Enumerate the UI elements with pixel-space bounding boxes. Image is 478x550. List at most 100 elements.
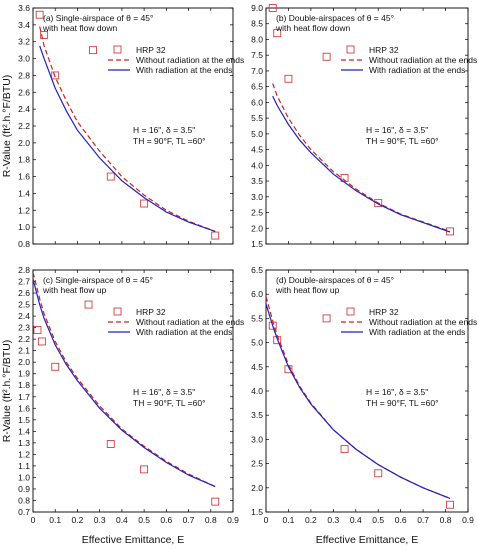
y-tick-label: 2.3 bbox=[18, 323, 30, 333]
legend-label-with-radiation: With radiation at the ends bbox=[136, 65, 232, 75]
y-tick-label: 2.4 bbox=[18, 104, 30, 114]
data-point-marker bbox=[37, 337, 46, 346]
chart-panel-3: 0.70.80.91.01.11.21.31.41.51.61.71.81.92… bbox=[1, 265, 244, 546]
x-axis-label: Effective Emittance, E bbox=[82, 534, 185, 546]
x-tick-label: 0.5 bbox=[138, 515, 150, 525]
y-tick-label: 0.8 bbox=[18, 239, 30, 249]
x-tick-label: 0.6 bbox=[160, 515, 172, 525]
panel-title: (b) Double-airspaces of θ = 45° bbox=[276, 13, 394, 23]
y-tick-label: 7.5 bbox=[251, 50, 263, 60]
y-tick-label: 2.8 bbox=[18, 70, 30, 80]
data-point-marker bbox=[33, 325, 42, 334]
panel-subtitle: with heat flow down bbox=[275, 23, 350, 33]
y-tick-label: 1.8 bbox=[18, 155, 30, 165]
data-point-marker bbox=[140, 199, 149, 208]
data-point-marker bbox=[40, 31, 49, 39]
y-tick-label: 3.6 bbox=[18, 3, 30, 13]
annotation-temperatures: TH = 90°F, TL =60° bbox=[366, 398, 438, 408]
y-tick-label: 3.5 bbox=[251, 410, 263, 420]
y-tick-label: 1.1 bbox=[18, 461, 30, 471]
y-tick-label: 0.9 bbox=[18, 484, 30, 494]
y-tick-label: 1.4 bbox=[18, 426, 30, 436]
data-point-marker bbox=[273, 29, 282, 38]
chart-panel-4: 1.5 2.0 2.5 3.0 3.5 4.0 4.5 5.0 5.5 6.0 6.5 0 0.1 0.2… bbox=[251, 265, 477, 546]
legend-label-without-radiation: Without radiation at the ends bbox=[136, 55, 244, 65]
legend-label-measured: HRP 32 bbox=[369, 307, 399, 317]
y-tick-label: 2.4 bbox=[18, 311, 30, 321]
y-tick-label: 3.5 bbox=[251, 176, 263, 186]
y-tick-label: 4.5 bbox=[251, 362, 263, 372]
y-tick-label: 1.9 bbox=[18, 369, 30, 379]
data-point-marker bbox=[84, 300, 93, 309]
y-tick-label: 1.5 bbox=[251, 507, 263, 517]
data-point-marker bbox=[340, 173, 349, 182]
annotation-dimensions: H = 16", δ = 3.5" bbox=[366, 125, 428, 135]
x-tick-label: 0.9 bbox=[462, 515, 474, 525]
y-tick-label: 8.5 bbox=[251, 19, 263, 29]
y-tick-label: 5.0 bbox=[251, 129, 263, 139]
x-tick-label: 0.8 bbox=[205, 515, 217, 525]
series-line-without-radiation bbox=[39, 26, 216, 232]
y-tick-label: 8.0 bbox=[251, 34, 263, 44]
y-tick-label: 2.6 bbox=[18, 288, 30, 298]
annotation-dimensions: H = 16", δ = 3.5" bbox=[133, 387, 195, 397]
y-tick-label: 1.0 bbox=[18, 472, 30, 482]
y-tick-label: 1.5 bbox=[18, 415, 30, 425]
y-axis-label: R-Value (ft².h.°F/BTU) bbox=[1, 340, 13, 443]
y-tick-label: 1.7 bbox=[18, 392, 30, 402]
plot-frame bbox=[265, 7, 469, 245]
legend-label-without-radiation: Without radiation at the ends bbox=[136, 317, 244, 327]
series-line-without-radiation bbox=[33, 272, 216, 488]
y-tick-label: 1.6 bbox=[18, 403, 30, 413]
legend-marker-symbol bbox=[113, 307, 122, 316]
y-tick-label: 4.0 bbox=[251, 386, 263, 396]
legend-label-measured: HRP 32 bbox=[369, 45, 399, 55]
legend-label-without-radiation: Without radiation at the ends bbox=[369, 55, 477, 65]
y-tick-label: 2.5 bbox=[18, 300, 30, 310]
y-tick-label: 2.5 bbox=[251, 459, 263, 469]
y-tick-label: 6.5 bbox=[251, 265, 263, 275]
x-tick-label: 0.2 bbox=[305, 515, 317, 525]
data-point-marker bbox=[284, 74, 293, 83]
panel-title: (a) Single-airspace of θ = 45° bbox=[43, 13, 153, 23]
y-tick-label: 2.0 bbox=[18, 138, 30, 148]
y-tick-label: 5.5 bbox=[251, 313, 263, 323]
legend-label-with-radiation: With radiation at the ends bbox=[369, 327, 465, 337]
annotation-dimensions: H = 16", δ = 3.5" bbox=[133, 125, 195, 135]
legend-label-measured: HRP 32 bbox=[136, 307, 166, 317]
data-point-marker bbox=[322, 52, 331, 61]
y-tick-label: 6.0 bbox=[251, 289, 263, 299]
data-point-marker bbox=[211, 231, 220, 240]
y-tick-label: 2.0 bbox=[251, 483, 263, 493]
y-tick-label: 5.0 bbox=[251, 338, 263, 348]
y-tick-label: 3.0 bbox=[18, 54, 30, 64]
data-point-marker bbox=[140, 465, 149, 474]
data-point-marker bbox=[106, 440, 115, 448]
data-point-marker bbox=[106, 172, 115, 181]
y-tick-label: 2.7 bbox=[18, 277, 30, 287]
data-point-marker bbox=[51, 362, 60, 371]
y-tick-label: 6.0 bbox=[251, 97, 263, 107]
y-tick-label: 1.4 bbox=[18, 188, 30, 198]
legend-marker-symbol bbox=[113, 45, 122, 54]
panel-subtitle: with heat flow down bbox=[42, 23, 117, 33]
data-point-marker bbox=[268, 4, 277, 12]
y-tick-label: 4.0 bbox=[251, 160, 263, 170]
panel-title: (c) Single-airspace of θ = 45° bbox=[43, 275, 153, 285]
data-point-marker bbox=[446, 500, 454, 509]
y-tick-label: 2.0 bbox=[251, 223, 263, 233]
y-tick-label: 2.2 bbox=[18, 334, 30, 344]
legend-marker-symbol bbox=[346, 45, 355, 54]
annotation-dimensions: H = 16", δ = 3.5" bbox=[366, 387, 428, 397]
y-axis-label: R-Value (ft².h.°F/BTU) bbox=[1, 75, 13, 178]
x-tick-label: 0.6 bbox=[395, 515, 407, 525]
y-tick-label: 2.0 bbox=[18, 357, 30, 367]
x-tick-label: 0.7 bbox=[183, 515, 195, 525]
series-line-with-radiation bbox=[272, 95, 451, 233]
y-tick-label: 4.5 bbox=[251, 145, 263, 155]
y-tick-label: 1.8 bbox=[18, 380, 30, 390]
y-tick-label: 1.2 bbox=[18, 205, 30, 215]
series-line-with-radiation bbox=[39, 45, 216, 232]
y-tick-label: 1.0 bbox=[18, 222, 30, 232]
data-point-marker bbox=[374, 469, 383, 478]
